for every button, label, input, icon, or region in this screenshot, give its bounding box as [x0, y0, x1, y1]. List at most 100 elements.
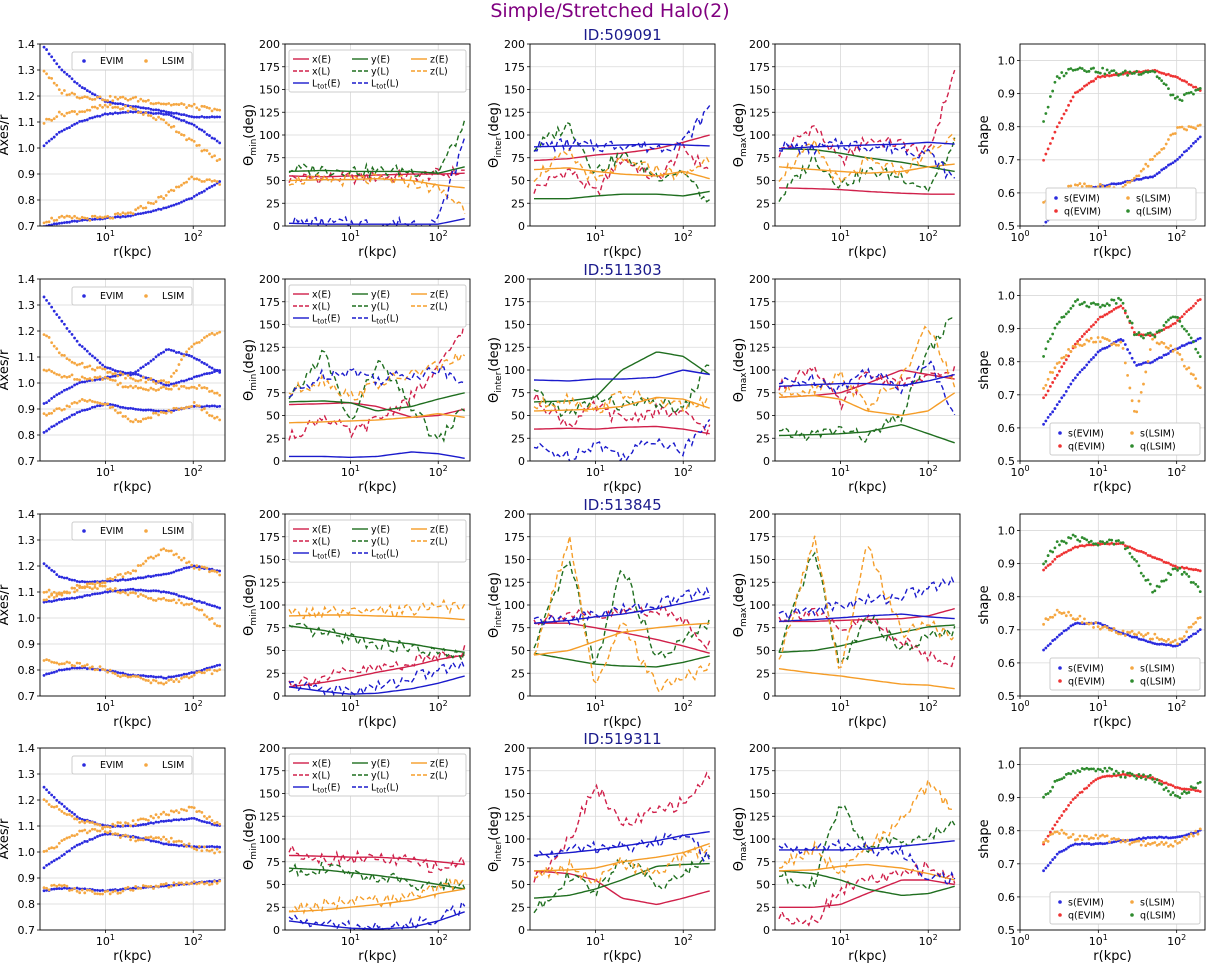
data-point — [218, 573, 222, 577]
series-line-y-l- — [533, 850, 711, 914]
data-point — [1135, 363, 1139, 367]
data-point — [98, 668, 102, 672]
data-point — [42, 412, 46, 416]
data-point — [144, 884, 148, 888]
data-point — [1110, 182, 1114, 186]
y-tick-label: 50 — [511, 879, 525, 892]
data-point — [1098, 315, 1102, 319]
data-point — [195, 845, 199, 849]
data-point — [1096, 75, 1100, 79]
data-point — [167, 813, 171, 817]
data-point — [111, 112, 115, 116]
data-point — [1196, 789, 1200, 793]
data-point — [197, 809, 201, 813]
data-point — [52, 590, 56, 594]
data-point — [1194, 582, 1198, 586]
data-point — [162, 810, 166, 814]
y-tick-label: 200 — [749, 742, 770, 755]
legend: EVIM LSIM — [71, 755, 193, 775]
data-point — [101, 581, 104, 585]
data-point — [218, 663, 222, 667]
data-point — [154, 108, 158, 112]
data-point — [1139, 638, 1143, 641]
series-line-x-l- — [533, 771, 711, 883]
data-point — [154, 208, 158, 212]
data-point — [1173, 794, 1177, 797]
data-point — [1085, 543, 1089, 547]
axes-frame — [774, 747, 961, 931]
data-point — [118, 572, 122, 576]
data-point — [149, 555, 153, 559]
data-point — [1121, 838, 1125, 842]
data-point — [174, 809, 178, 813]
data-point — [213, 391, 216, 395]
data-point — [1101, 833, 1105, 837]
x-tick-label: 101 — [341, 699, 360, 714]
data-point — [60, 839, 64, 843]
data-point — [1148, 773, 1152, 777]
data-point — [68, 215, 71, 218]
data-point — [1180, 324, 1184, 328]
data-point — [45, 401, 48, 404]
data-point — [141, 417, 145, 421]
data-point — [1167, 561, 1170, 565]
data-point — [52, 135, 56, 139]
data-point — [195, 144, 199, 147]
y-tick-label: 0.8 — [998, 356, 1016, 369]
data-point — [1071, 832, 1075, 836]
data-point — [1180, 640, 1184, 644]
data-point — [121, 889, 125, 893]
data-point — [103, 103, 107, 107]
plot-area — [288, 843, 466, 930]
data-point — [1155, 172, 1159, 176]
data-point — [60, 419, 64, 423]
data-point — [1048, 562, 1052, 566]
data-point — [144, 559, 148, 563]
data-point — [118, 111, 122, 115]
data-point — [113, 408, 117, 412]
legend-marker — [1130, 444, 1134, 448]
data-point — [1087, 339, 1091, 343]
data-point — [1153, 358, 1157, 362]
data-point — [62, 805, 66, 808]
data-point — [164, 598, 168, 602]
data-point — [187, 671, 191, 675]
data-point — [1080, 838, 1084, 842]
y-tick-label: 0 — [763, 455, 770, 468]
data-point — [197, 192, 201, 195]
data-point — [215, 368, 219, 372]
data-point — [1142, 176, 1145, 180]
data-point — [1139, 70, 1143, 74]
data-point — [164, 348, 168, 352]
data-point — [1180, 572, 1184, 576]
data-point — [1189, 91, 1193, 94]
data-point — [47, 566, 51, 570]
data-point — [1178, 346, 1182, 349]
y-tick-label: 0.6 — [998, 657, 1016, 670]
data-point — [129, 419, 132, 423]
data-point — [1069, 801, 1073, 804]
data-point — [1105, 312, 1109, 316]
data-point — [182, 385, 186, 388]
y-tick-label: 1.0 — [998, 759, 1016, 772]
data-point — [80, 215, 84, 219]
data-point — [1083, 834, 1086, 838]
data-point — [88, 377, 92, 380]
data-point — [162, 682, 166, 686]
data-point — [1067, 184, 1070, 188]
data-point — [1189, 83, 1193, 87]
data-point — [113, 672, 117, 676]
data-point — [167, 883, 171, 887]
data-point — [197, 608, 201, 612]
data-point — [1146, 164, 1150, 168]
y-tick-label: 125 — [749, 341, 770, 354]
legend-marker-evim — [82, 763, 86, 767]
data-point — [177, 387, 181, 391]
data-point — [144, 417, 148, 421]
plot-area — [1042, 296, 1202, 426]
data-point — [47, 302, 51, 305]
data-point — [1123, 309, 1127, 313]
data-point — [73, 596, 76, 600]
data-point — [1169, 316, 1173, 320]
